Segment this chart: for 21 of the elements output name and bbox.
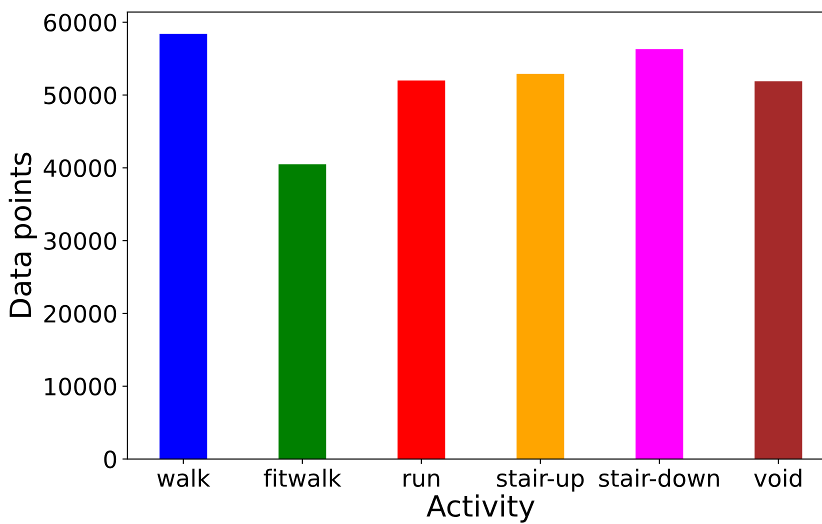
y-tick-label: 60000 [44,14,116,32]
bar [160,34,208,460]
bar [278,164,326,460]
x-tick-label: stair-up [497,468,584,492]
x-tick-label: walk [157,468,210,488]
bar [398,80,446,460]
x-tick-label: void [754,468,802,488]
bar [516,74,564,460]
bar [754,81,802,460]
y-tick-label: 40000 [44,159,116,178]
y-tick-label: 50000 [44,86,116,104]
x-tick-label: fitwalk [264,468,342,488]
x-tick-label: stair-down [599,468,719,488]
y-axis-title: Data points [8,152,38,317]
x-axis-title: Activity [426,494,535,523]
x-tick-label: run [404,473,440,488]
y-tick-label: 30000 [44,232,116,250]
y-tick-label: 10000 [45,378,116,396]
bar [636,49,684,460]
y-tick-label: 0 [104,450,116,468]
y-tick-label: 20000 [44,304,116,323]
